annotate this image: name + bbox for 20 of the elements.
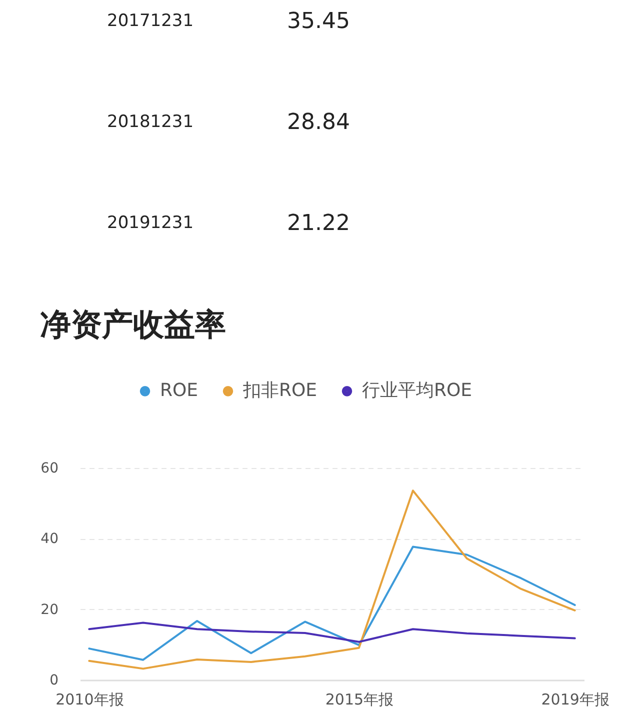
text: 35.45 [287, 9, 350, 34]
x-tick-label: 2015年报 [325, 690, 394, 708]
x-tick-label: 2019年报 [541, 690, 610, 708]
text: 21.22 [287, 211, 350, 236]
legend-label: 行业平均ROE [362, 380, 472, 402]
line-series [88, 490, 576, 670]
chart-title: 净资产收益率 [40, 307, 226, 343]
text: 20191231 [107, 213, 194, 233]
y-tick-label: 0 [50, 672, 58, 688]
y-tick-label: 40 [40, 531, 58, 548]
line-series [88, 546, 576, 661]
y-tick-label: 20 [40, 602, 58, 618]
text: 28.84 [287, 110, 350, 135]
legend-label: ROE [160, 380, 198, 402]
legend-label: 扣非ROE [242, 380, 318, 402]
line-series [88, 622, 576, 643]
text: 20171231 [107, 11, 194, 31]
x-tick-label: 2010年报 [56, 690, 124, 708]
y-tick-label: 60 [40, 460, 58, 476]
text: 20181231 [107, 112, 194, 132]
